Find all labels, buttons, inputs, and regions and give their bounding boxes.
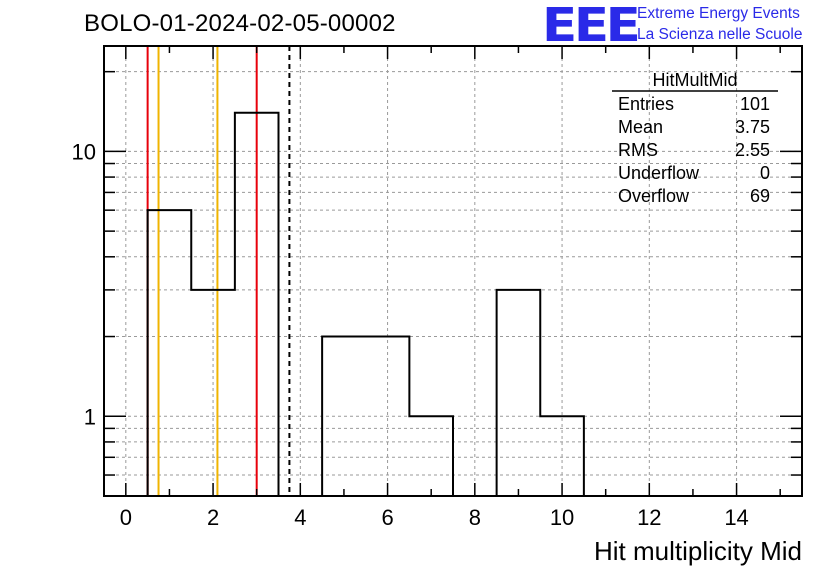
axes: 0 2 4 6 8 10 12 14 1 10 (72, 45, 803, 530)
stats-box-title: HitMultMid (652, 70, 737, 90)
stats-label: Entries (618, 94, 674, 114)
stats-value: 101 (740, 94, 770, 114)
x-tick-label: 8 (469, 505, 481, 530)
chart-title: BOLO-01-2024-02-05-00002 (84, 10, 396, 37)
stats-value: 69 (750, 186, 770, 206)
x-tick-label: 12 (637, 505, 661, 530)
stats-box: HitMultMid Entries 101 Mean 3.75 RMS 2.55 Under… (612, 70, 778, 206)
eee-logo: EEE Extreme Energy Events La Scienza nel… (540, 0, 836, 52)
stats-label: RMS (618, 140, 658, 160)
plot-frame (103, 45, 803, 497)
eee-logo-mark: EEE (542, 0, 641, 52)
histogram-bin-run (146, 111, 280, 496)
logo-text-line1: Extreme Energy Events (637, 5, 800, 22)
stats-label: Mean (618, 117, 663, 137)
stats-value: 0 (760, 163, 770, 183)
logo-text-line2: La Scienza nelle Scuole (637, 26, 803, 43)
x-axis-label: Hit multiplicity Mid (594, 536, 802, 566)
x-tick-label: 10 (550, 505, 574, 530)
x-tick-label: 6 (381, 505, 393, 530)
x-tick-label: 2 (207, 505, 219, 530)
y-tick-label: 10 (72, 139, 96, 164)
vertical-markers (146, 46, 291, 496)
y-tick-label: 1 (84, 404, 96, 429)
histogram-bars (146, 111, 585, 496)
stats-value: 3.75 (735, 117, 770, 137)
stats-label: Overflow (618, 186, 690, 206)
x-tick-label: 14 (724, 505, 748, 530)
x-tick-label: 4 (294, 505, 306, 530)
stats-value: 2.55 (735, 140, 770, 160)
x-tick-label: 0 (120, 505, 132, 530)
stats-label: Underflow (618, 163, 700, 183)
histogram-bin-run (321, 335, 454, 496)
histogram-bin-run (495, 288, 585, 496)
grid-lines (104, 46, 802, 496)
